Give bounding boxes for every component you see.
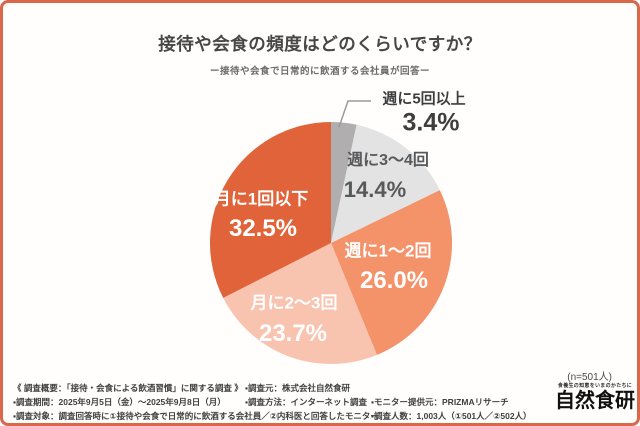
- pie-slice-0: [331, 122, 357, 243]
- brand-logo: 自然食研: [555, 390, 635, 412]
- page-subtitle: ー接待や会食で日常的に飲酒する会社員が回答ー: [209, 66, 430, 77]
- page-title: 接待や会食の頻度はどのくらいですか？: [158, 34, 482, 54]
- slice-value-month1less: 32.5%: [228, 215, 298, 242]
- pie-slice-3: [223, 243, 377, 364]
- callout-leader-line: [338, 100, 371, 128]
- slice-label-week5plus: 週に5回以上: [382, 90, 466, 108]
- slice-value-week5plus: 3.4%: [402, 108, 460, 137]
- slice-label-month1less: 月に1回以下: [213, 189, 309, 209]
- sample-size-note: (n=501人): [567, 372, 612, 383]
- footnote-method: ▪調査方法：インターネット調査: [245, 397, 368, 407]
- slice-value-week1to2: 26.0%: [359, 267, 429, 294]
- slice-label-month2to3: 月に2〜3回: [250, 293, 338, 313]
- brand-block: 食養生の知恵をいまのかたちに 自然食研: [552, 382, 637, 412]
- slice-label-week1to2: 週に1〜2回: [344, 241, 432, 261]
- pie-chart: [210, 100, 452, 364]
- footnote-participants: ▪調査人数：1,003人（①501人／②502人）: [371, 411, 532, 421]
- brand-tagline: 食養生の知恵をいまのかたちに: [557, 383, 633, 389]
- slice-value-week3to4: 14.4%: [343, 177, 407, 202]
- slice-value-month2to3: 23.7%: [258, 320, 328, 347]
- slice-label-week3to4: 週に3〜4回: [347, 152, 429, 169]
- footnote-period: ▪調査期間：2025年9月5日（金）〜2025年9月8日（月）: [13, 397, 226, 407]
- footnote-overview: 《 調査概要：「接待・会食による飲酒習慣」に関する調査 》: [13, 383, 243, 393]
- footnote-monitor: ▪モニター提供元：PRIZMAリサーチ: [371, 397, 509, 407]
- pie-slice-2: [331, 190, 452, 355]
- pie-slices: [210, 122, 452, 364]
- footnote-target: ▪調査対象：調査回答時に①接待や会食で日常的に飲酒する会社員／②内科医と回答した…: [13, 411, 379, 421]
- pie-slice-4: [210, 122, 331, 298]
- pie-slice-1: [331, 124, 440, 243]
- footnote-source: ▪調査元：株式会社自然食研: [245, 383, 351, 393]
